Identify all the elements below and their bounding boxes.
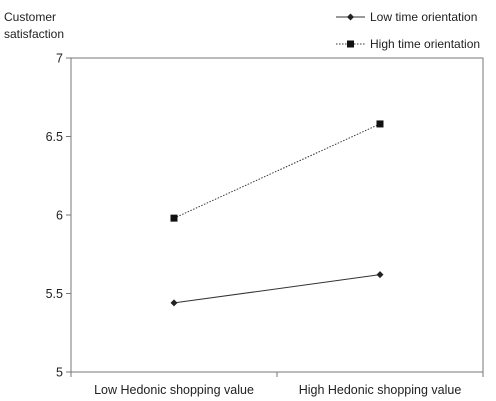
series-layer bbox=[170, 120, 384, 307]
legend-diamond-marker bbox=[347, 13, 354, 21]
data-point-square bbox=[170, 214, 178, 222]
data-point-diamond bbox=[170, 299, 178, 307]
series-line-low-time-orientation bbox=[173, 274, 381, 304]
y-tick-label: 5.5 bbox=[46, 287, 63, 301]
legend-label-low-time: Low time orientation bbox=[370, 10, 477, 24]
data-point-square bbox=[376, 120, 384, 128]
x-axis: Low Hedonic shopping value High Hedonic s… bbox=[70, 372, 484, 397]
y-axis-label-line-2: satisfaction bbox=[4, 27, 64, 41]
y-tick-label: 5 bbox=[56, 366, 63, 380]
legend-label-high-time: High time orientation bbox=[370, 37, 480, 51]
legend-square-marker bbox=[347, 40, 354, 48]
plot-area-frame bbox=[70, 57, 484, 373]
legend: Low time orientation High time orientati… bbox=[336, 10, 480, 51]
y-axis: 5 5.5 6 6.5 7 bbox=[46, 52, 71, 380]
y-tick-label: 6 bbox=[56, 209, 63, 223]
y-tick-label: 7 bbox=[56, 52, 63, 66]
series-line-high-time-orientation bbox=[173, 123, 381, 219]
y-axis-label-line-1: Customer bbox=[4, 10, 56, 24]
x-tick-label: Low Hedonic shopping value bbox=[94, 383, 254, 397]
x-tick-label: High Hedonic shopping value bbox=[299, 383, 462, 397]
data-point-diamond bbox=[376, 271, 384, 279]
y-tick-label: 6.5 bbox=[46, 130, 63, 144]
